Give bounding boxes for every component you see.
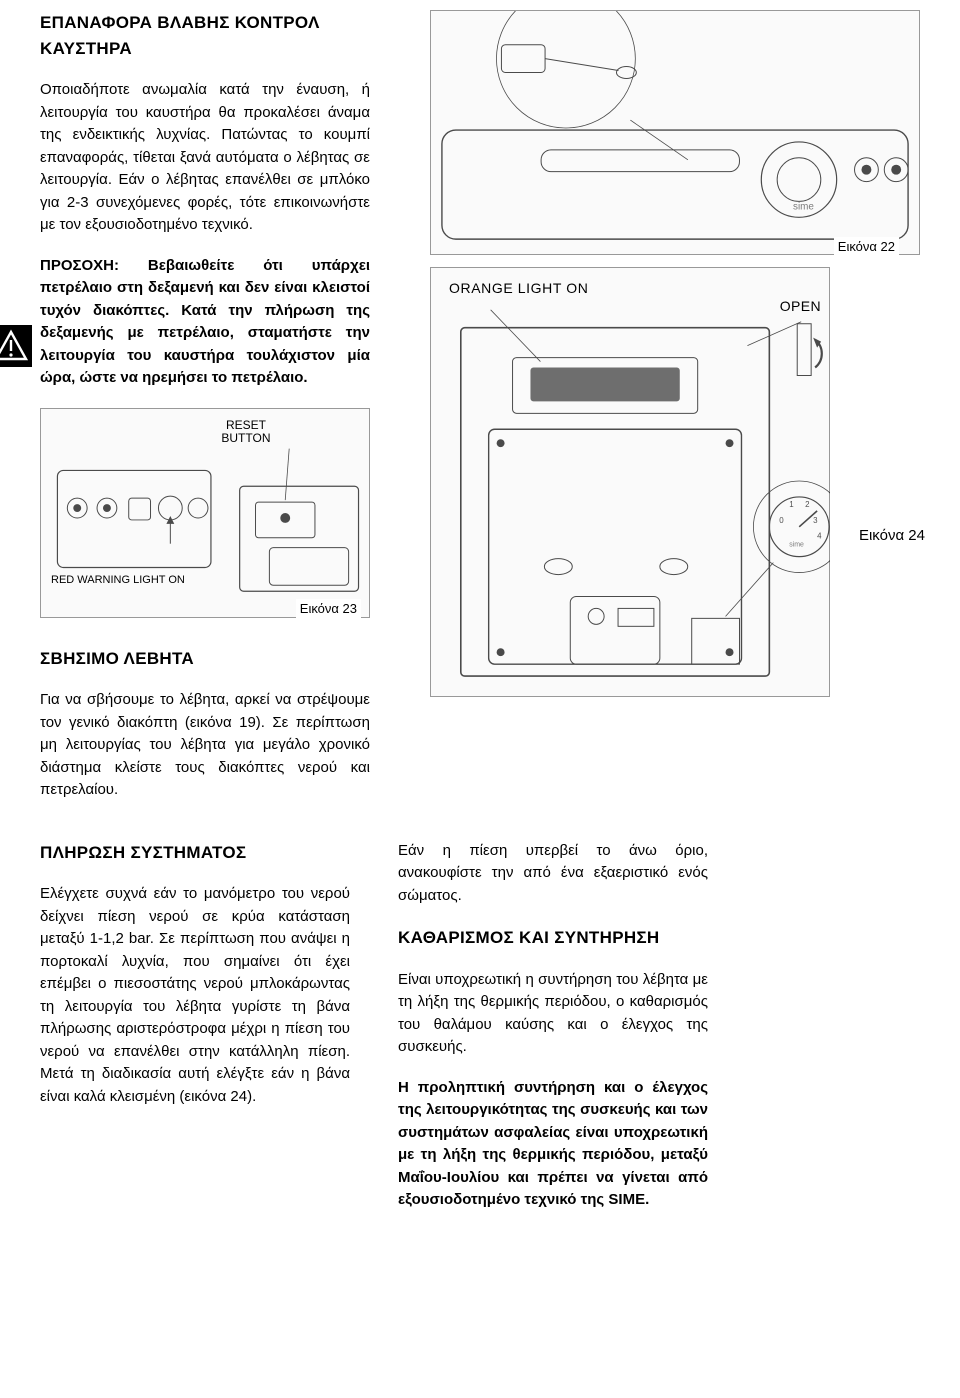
svg-text:sime: sime xyxy=(793,201,814,212)
para-clean1: Είναι υποχρεωτική η συντήρηση του λέβητα… xyxy=(398,969,708,1059)
figure-22: sime Εικόνα 22 xyxy=(430,10,920,255)
svg-text:4: 4 xyxy=(817,532,822,541)
heading-reset: ΕΠΑΝΑΦΟΡΑ ΒΛΑΒΗΣ ΚΟΝΤΡΟΛ ΚΑΥΣΤΗΡΑ xyxy=(40,10,370,61)
label-reset-button: RESET BUTTON xyxy=(221,419,270,447)
para-reset-body: Οποιαδήποτε ανωμαλία κατά την έναυση, ή … xyxy=(40,79,370,237)
label-open: OPEN xyxy=(780,296,821,317)
label-reset-line2: BUTTON xyxy=(221,431,270,445)
label-reset-line1: RESET xyxy=(226,418,266,432)
label-orange-light: ORANGE LIGHT ON xyxy=(449,278,588,299)
svg-text:0: 0 xyxy=(779,516,784,525)
para-attention: ΠΡΟΣΟΧΗ: Βεβαιωθείτε ότι υπάρχει πετρέλα… xyxy=(40,255,370,390)
figure-24-caption: Εικόνα 24 xyxy=(859,525,925,548)
svg-text:1: 1 xyxy=(789,500,794,509)
para-fill: Ελέγχετε συχνά εάν το μανόμετρο του νερο… xyxy=(40,883,350,1108)
heading-clean: ΚΑΘΑΡΙΣΜΟΣ ΚΑΙ ΣΥΝΤΗΡΗΣΗ xyxy=(398,925,708,951)
figure-23: RESET BUTTON RED WARNING LIGHT ON Εικόνα… xyxy=(40,408,370,618)
figure-23-caption: Εικόνα 23 xyxy=(296,599,361,619)
warning-icon xyxy=(0,325,32,367)
para-relief: Εάν η πίεση υπερβεί το άνω όριο, ανακουφ… xyxy=(398,840,708,908)
figure-22-caption: Εικόνα 22 xyxy=(834,237,899,257)
heading-fill: ΠΛΗΡΩΣΗ ΣΥΣΤΗΜΑΤΟΣ xyxy=(40,840,350,866)
heading-shutdown: ΣΒΗΣΙΜΟ ΛΕΒΗΤΑ xyxy=(40,646,370,672)
para-clean2: Η προληπτική συντήρηση και ο έλεγχος της… xyxy=(398,1077,708,1212)
figure-24: 1 2 3 0 4 sime ORANGE LIGHT ON OPEN xyxy=(430,267,830,697)
label-red-warning: RED WARNING LIGHT ON xyxy=(51,572,185,589)
svg-text:sime: sime xyxy=(789,542,804,549)
svg-text:2: 2 xyxy=(805,500,810,509)
svg-text:3: 3 xyxy=(813,516,818,525)
para-shutdown: Για να σβήσουμε το λέβητα, αρκεί να στρέ… xyxy=(40,689,370,802)
